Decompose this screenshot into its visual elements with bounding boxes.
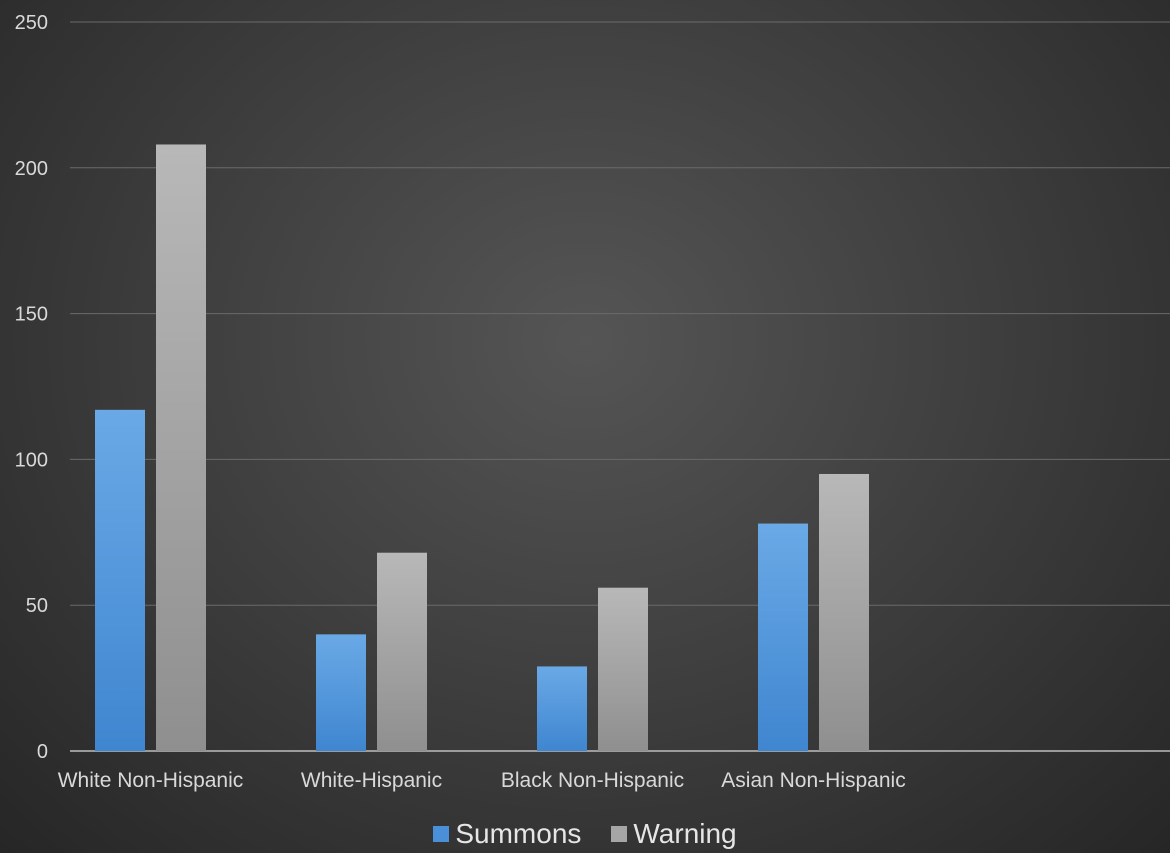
- x-tick-label: White Non-Hispanic: [58, 769, 244, 792]
- bar-warning: [598, 588, 648, 751]
- legend-swatch-summons: [433, 826, 449, 842]
- y-tick-label: 50: [26, 595, 48, 617]
- y-tick-label: 150: [15, 304, 48, 326]
- legend: Summons Warning: [0, 812, 1170, 853]
- legend-item-warning: Warning: [611, 820, 736, 848]
- bars: [95, 144, 869, 751]
- bar-summons: [537, 666, 587, 751]
- legend-label-warning: Warning: [633, 820, 736, 848]
- bar-summons: [316, 634, 366, 751]
- x-tick-label: Asian Non-Hispanic: [721, 769, 905, 792]
- legend-item-summons: Summons: [433, 820, 581, 848]
- y-tick-label: 0: [37, 741, 48, 763]
- y-tick-label: 200: [15, 158, 48, 180]
- bar-summons: [95, 410, 145, 751]
- y-tick-label: 250: [15, 12, 48, 34]
- bar-chart: 0 50 100 150 200 250 White Non-Hispanic White-H…: [0, 0, 1170, 810]
- legend-label-summons: Summons: [455, 820, 581, 848]
- legend-swatch-warning: [611, 826, 627, 842]
- bar-warning: [377, 553, 427, 751]
- bar-warning: [819, 474, 869, 751]
- x-tick-label: Black Non-Hispanic: [501, 769, 684, 792]
- bar-warning: [156, 144, 206, 751]
- x-tick-label: White-Hispanic: [301, 769, 442, 792]
- bar-summons: [758, 524, 808, 751]
- y-tick-label: 100: [15, 449, 48, 471]
